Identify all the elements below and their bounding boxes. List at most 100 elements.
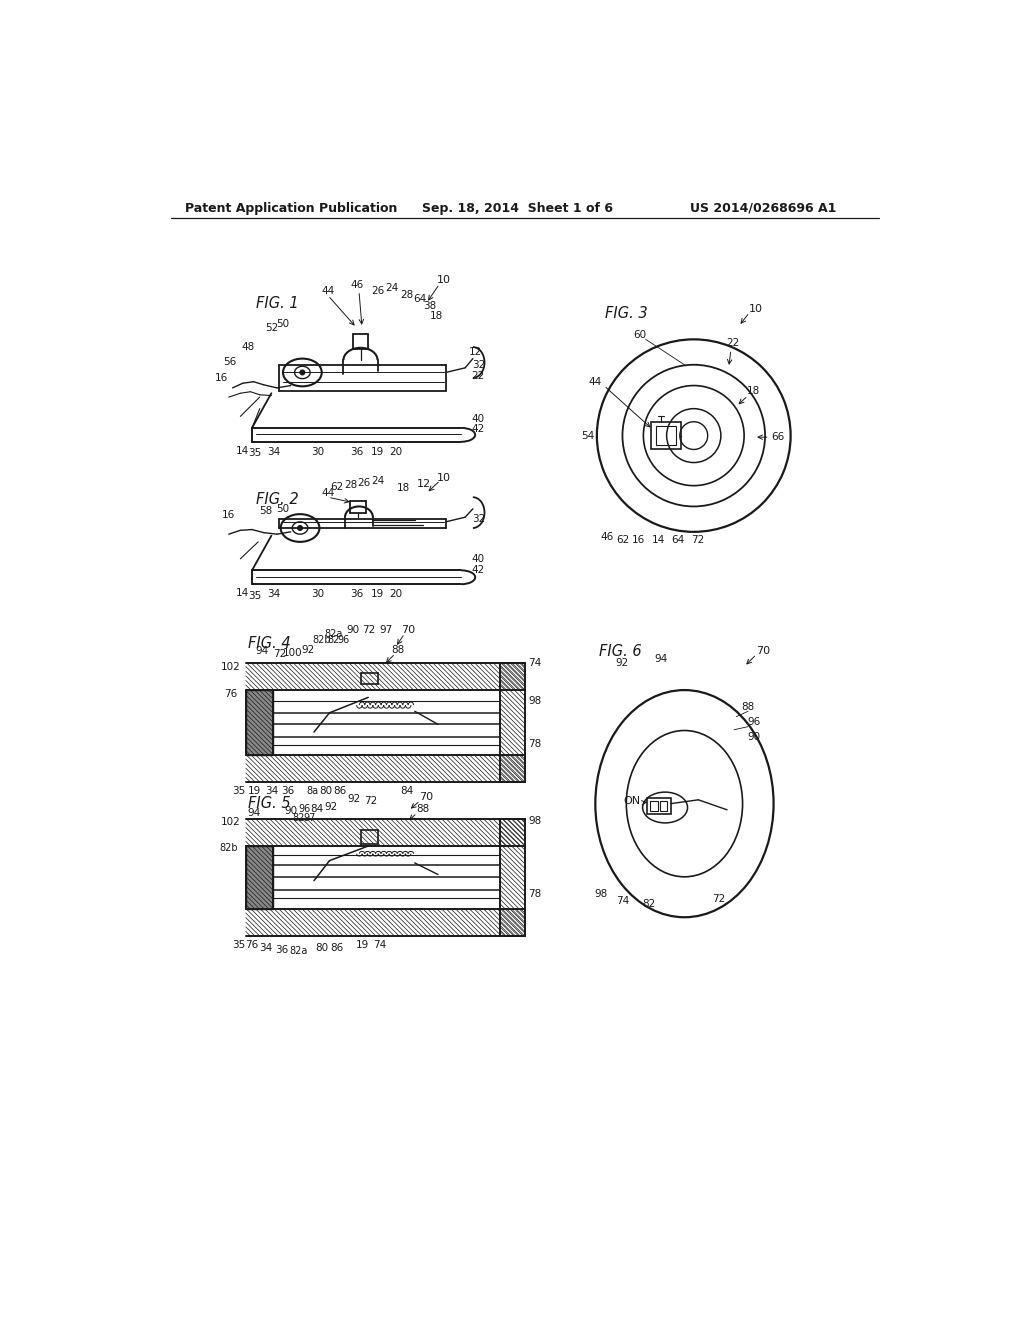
Text: 88: 88 xyxy=(391,644,404,655)
Text: 14: 14 xyxy=(237,446,249,455)
Text: 14: 14 xyxy=(237,589,249,598)
Text: 36: 36 xyxy=(350,589,364,599)
Text: 35: 35 xyxy=(248,591,261,601)
Text: 58: 58 xyxy=(259,506,272,516)
Text: 24: 24 xyxy=(371,477,384,486)
Text: 72: 72 xyxy=(712,894,725,904)
Text: 22: 22 xyxy=(472,371,485,380)
Text: 96: 96 xyxy=(337,635,349,644)
Text: 18: 18 xyxy=(746,385,760,396)
Text: 36: 36 xyxy=(350,446,364,457)
Text: 40: 40 xyxy=(472,554,484,564)
Text: 98: 98 xyxy=(594,888,607,899)
Text: 35: 35 xyxy=(248,449,261,458)
Text: 74: 74 xyxy=(615,896,629,907)
Text: 102: 102 xyxy=(221,661,241,672)
Text: 62: 62 xyxy=(331,482,344,492)
Text: 94: 94 xyxy=(255,647,268,656)
Text: 96: 96 xyxy=(748,717,761,727)
Text: 50: 50 xyxy=(276,504,290,513)
Text: US 2014/0268696 A1: US 2014/0268696 A1 xyxy=(690,202,837,215)
Text: 92: 92 xyxy=(301,644,314,655)
Text: 19: 19 xyxy=(355,940,369,950)
Text: 86: 86 xyxy=(331,942,344,953)
Text: 10: 10 xyxy=(749,304,763,314)
Text: 34: 34 xyxy=(267,589,281,599)
Text: 18: 18 xyxy=(430,312,443,321)
Text: 35: 35 xyxy=(232,787,246,796)
Text: 44: 44 xyxy=(589,376,602,387)
Text: 62: 62 xyxy=(615,536,629,545)
Text: FIG. 4: FIG. 4 xyxy=(248,636,291,651)
Text: 78: 78 xyxy=(528,739,542,748)
Text: 28: 28 xyxy=(400,290,414,301)
Text: 64: 64 xyxy=(672,536,685,545)
Text: 26: 26 xyxy=(357,478,371,487)
Text: 82b: 82b xyxy=(312,635,331,644)
Text: 88: 88 xyxy=(416,804,429,814)
Text: FIG. 6: FIG. 6 xyxy=(599,644,642,659)
Text: 88: 88 xyxy=(741,702,755,711)
Text: 90: 90 xyxy=(285,807,297,816)
Text: 12: 12 xyxy=(469,347,482,358)
Text: 44: 44 xyxy=(322,286,335,296)
Text: 82: 82 xyxy=(292,813,305,824)
Text: 40: 40 xyxy=(472,413,484,424)
Text: 92: 92 xyxy=(325,801,338,812)
Text: 16: 16 xyxy=(222,510,236,520)
Text: 12: 12 xyxy=(417,479,431,490)
Text: 56: 56 xyxy=(223,358,237,367)
Text: 34: 34 xyxy=(267,446,281,457)
Text: 19: 19 xyxy=(248,787,261,796)
Text: 94: 94 xyxy=(654,653,668,664)
Text: 36: 36 xyxy=(281,787,294,796)
Text: 16: 16 xyxy=(632,536,644,545)
Text: 10: 10 xyxy=(437,275,452,285)
Text: 90: 90 xyxy=(748,733,761,742)
Text: 97: 97 xyxy=(380,624,392,635)
Text: 82a: 82a xyxy=(290,946,307,957)
Text: FIG. 5: FIG. 5 xyxy=(248,796,291,812)
Text: 78: 78 xyxy=(528,888,542,899)
Bar xyxy=(655,426,676,445)
Bar xyxy=(650,800,658,812)
Text: 70: 70 xyxy=(401,624,416,635)
Text: 82: 82 xyxy=(642,899,655,908)
Text: 72: 72 xyxy=(364,796,377,807)
Text: 50: 50 xyxy=(276,319,290,329)
Text: 76: 76 xyxy=(246,940,259,950)
Text: 74: 74 xyxy=(374,940,386,950)
Text: 48: 48 xyxy=(242,342,255,352)
Text: 10: 10 xyxy=(437,473,452,483)
Text: 76: 76 xyxy=(224,689,238,698)
Text: 32: 32 xyxy=(472,513,485,524)
Text: Sep. 18, 2014  Sheet 1 of 6: Sep. 18, 2014 Sheet 1 of 6 xyxy=(422,202,612,215)
Text: 42: 42 xyxy=(472,565,485,576)
Text: 102: 102 xyxy=(221,817,241,828)
Circle shape xyxy=(298,525,302,531)
Text: 97: 97 xyxy=(303,813,315,824)
Text: 46: 46 xyxy=(600,532,613,543)
Text: 72: 72 xyxy=(273,649,287,659)
Text: 20: 20 xyxy=(389,589,402,599)
Text: ON: ON xyxy=(624,796,640,807)
Text: 14: 14 xyxy=(652,536,666,545)
Text: 86: 86 xyxy=(333,787,346,796)
Text: 70: 70 xyxy=(419,792,433,803)
Text: 54: 54 xyxy=(581,430,594,441)
Text: 82b: 82b xyxy=(219,843,238,853)
Text: 80: 80 xyxy=(315,942,329,953)
Text: 84: 84 xyxy=(310,804,324,814)
Bar xyxy=(246,689,273,755)
Text: 36: 36 xyxy=(274,945,288,954)
Text: FIG. 3: FIG. 3 xyxy=(604,306,647,322)
Text: 84: 84 xyxy=(400,787,414,796)
Bar xyxy=(659,800,668,812)
Text: 90: 90 xyxy=(346,626,359,635)
Text: 26: 26 xyxy=(371,286,384,296)
Text: 94: 94 xyxy=(248,808,261,818)
Text: 72: 72 xyxy=(691,536,705,545)
Text: 32: 32 xyxy=(472,360,485,370)
Text: 74: 74 xyxy=(528,657,542,668)
Text: 98: 98 xyxy=(528,696,542,706)
